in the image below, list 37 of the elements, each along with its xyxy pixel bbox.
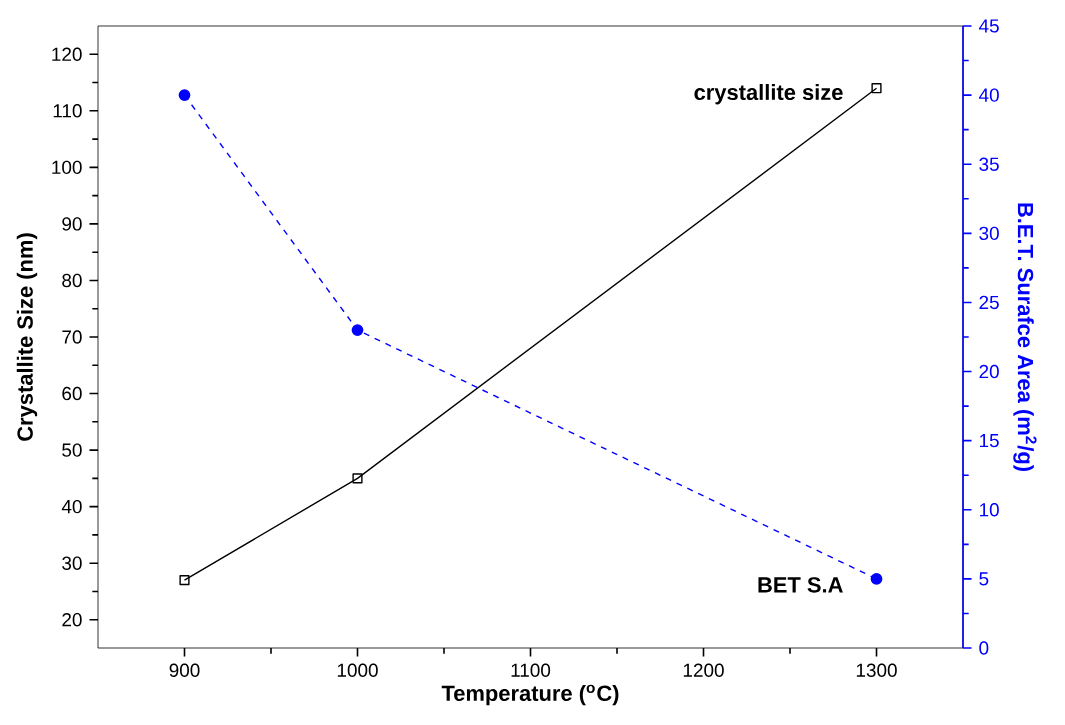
point bbox=[351, 324, 364, 336]
y2-tick-label: 20 bbox=[979, 364, 999, 379]
y-tick-label: 120 bbox=[52, 47, 82, 61]
y-axis-title: Crystallite Size (nm) bbox=[16, 233, 38, 441]
y2-tick-label: 15 bbox=[979, 434, 999, 448]
y2-tick-label: 10 bbox=[979, 503, 999, 517]
y-tick-label: 40 bbox=[61, 499, 82, 514]
y-tick-label: 70 bbox=[62, 330, 82, 344]
y-tick-label: 100 bbox=[52, 160, 82, 175]
series-label: BET S.A bbox=[758, 577, 843, 593]
y2-tick-label: 35 bbox=[979, 157, 999, 171]
point bbox=[870, 573, 883, 585]
y-tick-label: 90 bbox=[62, 217, 82, 231]
series-label: crystallite size bbox=[694, 83, 843, 105]
x-tick-label: 1000 bbox=[337, 663, 378, 677]
y-tick-label: 20 bbox=[62, 613, 82, 627]
y2-tick-label: 30 bbox=[979, 226, 999, 241]
y2-axis-title: B.E.T. Surafce Area (m$^{2}$/g) bbox=[1013, 203, 1037, 472]
point bbox=[871, 83, 882, 94]
x-tick-label: 1300 bbox=[856, 663, 897, 677]
x-tick-label: 900 bbox=[169, 663, 200, 677]
y2-tick-label: 45 bbox=[978, 19, 999, 33]
y2-tick-label: 25 bbox=[979, 295, 999, 310]
y-tick-label: 30 bbox=[62, 556, 82, 570]
point bbox=[352, 473, 363, 484]
y-tick-label: 50 bbox=[62, 443, 82, 457]
point bbox=[178, 89, 191, 101]
y2-tick-label: 5 bbox=[979, 572, 989, 586]
y-tick-label: 60 bbox=[62, 386, 82, 401]
x-tick-label: 1100 bbox=[511, 663, 551, 677]
y2-tick-label: 40 bbox=[978, 88, 999, 102]
y-tick-label: 80 bbox=[62, 273, 82, 288]
y-tick-label: 110 bbox=[53, 104, 82, 118]
x-tick-label: 1200 bbox=[683, 663, 724, 677]
x-axis-title: Temperature ($^{o}$C) bbox=[441, 684, 619, 706]
point bbox=[179, 575, 190, 586]
y2-tick-label: 0 bbox=[979, 641, 989, 655]
